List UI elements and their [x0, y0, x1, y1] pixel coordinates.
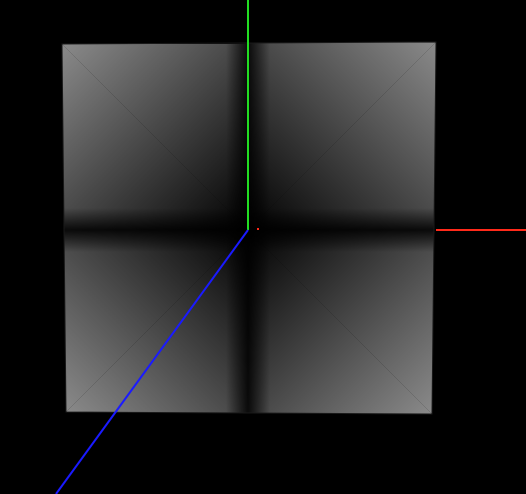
cube-shadow-horizontal	[62, 208, 436, 252]
cube-outline	[61, 41, 437, 415]
cube-face-tr-b	[248, 42, 436, 230]
cube[interactable]	[50, 30, 450, 430]
cube-face-bl-a	[62, 230, 248, 412]
cube-face-br-b	[248, 230, 436, 414]
axis-z-line	[55, 229, 249, 494]
cube-face-tl-b	[62, 44, 248, 230]
cube-face-bl-b	[66, 230, 248, 414]
origin-marker	[257, 228, 259, 230]
